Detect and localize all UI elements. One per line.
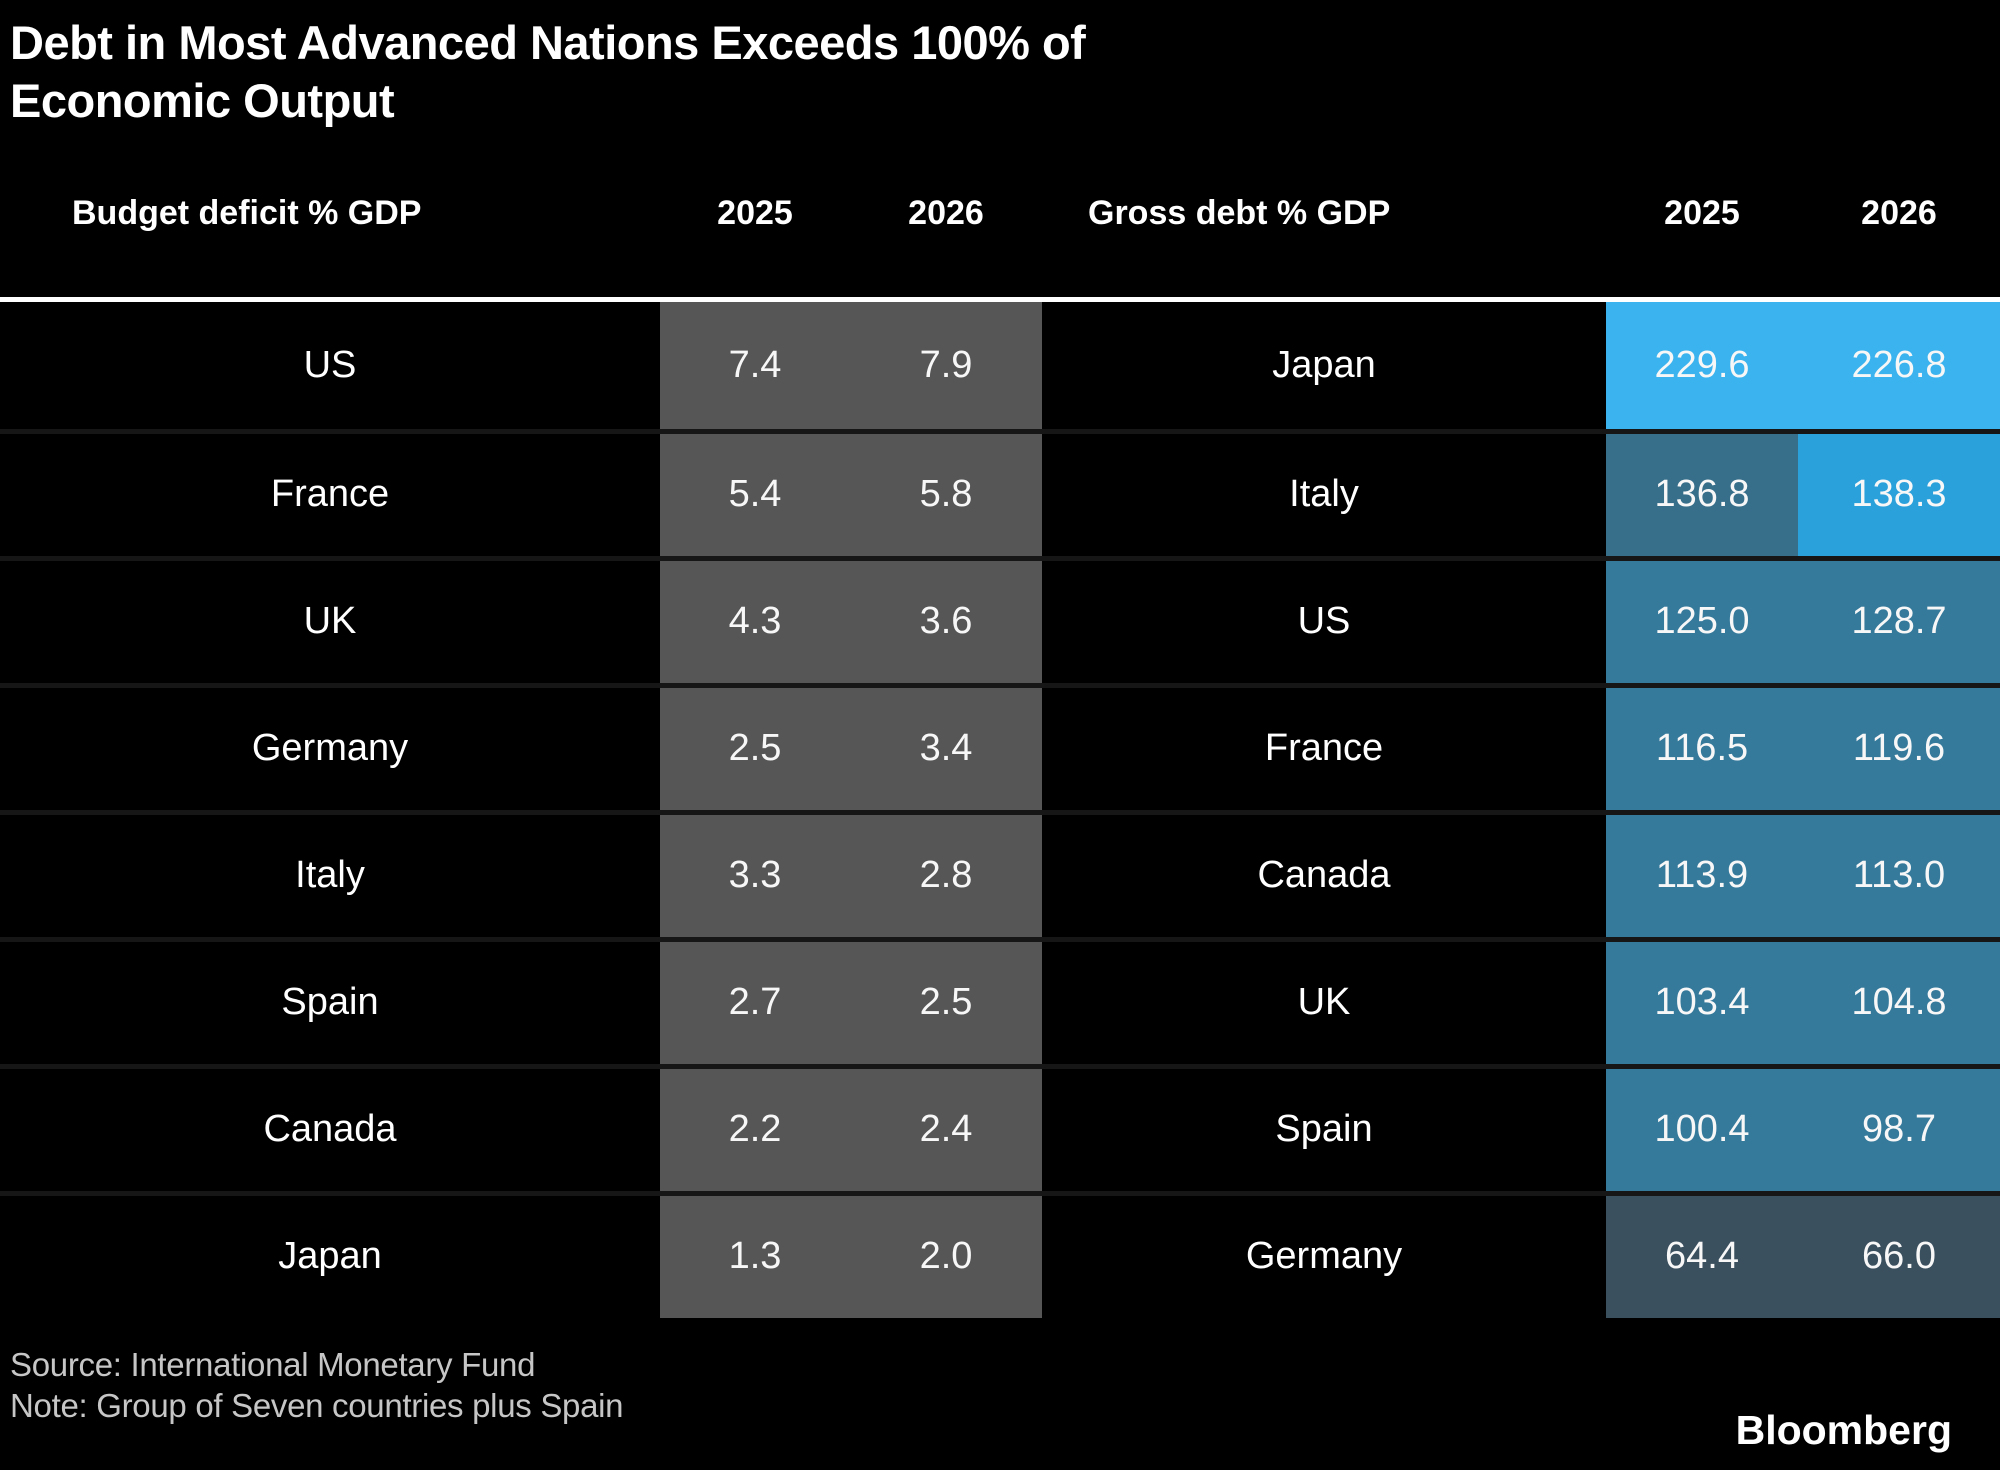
deficit-value-2026: 3.6 [850,560,1042,683]
deficit-country: Germany [0,687,660,810]
deficit-value-2025: 5.4 [660,433,850,556]
table-header-row: Budget deficit % GDP 2025 2026 Gross deb… [0,131,2000,297]
debt-col-2026: 2026 [1861,194,1937,233]
debt-country: US [1042,560,1606,683]
debt-country: Spain [1042,1068,1606,1191]
chart-title-line-1: Debt in Most Advanced Nations Exceeds 10… [10,16,1086,69]
deficit-country: France [0,433,660,556]
deficit-value-2026: 2.0 [850,1195,1042,1318]
deficit-value-2026: 2.8 [850,814,1042,937]
table-row: Japan 1.3 2.0 Germany 64.4 66.0 [0,1190,2000,1318]
debt-value-2026: 128.7 [1798,560,2000,683]
debt-value-2025: 103.4 [1606,941,1798,1064]
deficit-value-2025: 1.3 [660,1195,850,1318]
debt-value-2025: 229.6 [1606,301,1798,429]
bloomberg-logo: Bloomberg [1735,1407,1952,1453]
debt-value-2026: 119.6 [1798,687,2000,810]
debt-country: Germany [1042,1195,1606,1318]
debt-country: France [1042,687,1606,810]
deficit-value-2026: 2.4 [850,1068,1042,1191]
debt-value-2025: 136.8 [1606,433,1798,556]
deficit-country: Italy [0,814,660,937]
debt-value-2025: 125.0 [1606,560,1798,683]
deficit-col-2026: 2026 [908,194,984,233]
debt-value-2026: 104.8 [1798,941,2000,1064]
deficit-value-2026: 5.8 [850,433,1042,556]
deficit-value-2026: 3.4 [850,687,1042,810]
table-row: Canada 2.2 2.4 Spain 100.4 98.7 [0,1063,2000,1191]
debt-value-2026: 66.0 [1798,1195,2000,1318]
chart-title-line-2: Economic Output [10,74,395,128]
deficit-country: US [0,301,660,429]
methodology-note: Note: Group of Seven countries plus Spai… [10,1387,624,1425]
table-row: UK 4.3 3.6 US 125.0 128.7 [0,555,2000,683]
table-row: Italy 3.3 2.8 Canada 113.9 113.0 [0,809,2000,937]
deficit-value-2025: 2.2 [660,1068,850,1191]
deficit-col-2025: 2025 [717,194,793,233]
footer: Source: International Monetary Fund Note… [0,1344,2000,1428]
deficit-value-2026: 2.5 [850,941,1042,1064]
header-divider-rule [0,296,2000,302]
deficit-value-2025: 3.3 [660,814,850,937]
chart-title: Debt in Most Advanced Nations Exceeds 10… [0,0,2000,131]
debt-value-2026: 98.7 [1798,1068,2000,1191]
debt-col-2025: 2025 [1664,194,1740,233]
debt-table-title: Gross debt % GDP [1088,194,1391,233]
debt-value-2026: 226.8 [1798,301,2000,429]
deficit-value-2026: 7.9 [850,301,1042,429]
debt-country: Italy [1042,433,1606,556]
source-note: Source: International Monetary Fund [10,1345,536,1383]
debt-country: Canada [1042,814,1606,937]
debt-value-2025: 113.9 [1606,814,1798,937]
debt-country: UK [1042,941,1606,1064]
table-row: Germany 2.5 3.4 France 116.5 119.6 [0,682,2000,810]
deficit-table-title: Budget deficit % GDP [72,194,422,233]
table-row: Spain 2.7 2.5 UK 103.4 104.8 [0,936,2000,1064]
table-row: US 7.4 7.9 Japan 229.6 226.8 [0,301,2000,429]
deficit-country: Spain [0,941,660,1064]
debt-value-2025: 100.4 [1606,1068,1798,1191]
deficit-country: Japan [0,1195,660,1318]
deficit-value-2025: 4.3 [660,560,850,683]
debt-value-2025: 116.5 [1606,687,1798,810]
debt-value-2025: 64.4 [1606,1195,1798,1318]
data-table: US 7.4 7.9 Japan 229.6 226.8 France 5.4 … [0,301,2000,1318]
deficit-value-2025: 7.4 [660,301,850,429]
debt-value-2026: 138.3 [1798,433,2000,556]
deficit-country: UK [0,560,660,683]
debt-country: Japan [1042,301,1606,429]
deficit-country: Canada [0,1068,660,1191]
deficit-value-2025: 2.7 [660,941,850,1064]
table-row: France 5.4 5.8 Italy 136.8 138.3 [0,428,2000,556]
debt-value-2026: 113.0 [1798,814,2000,937]
deficit-value-2025: 2.5 [660,687,850,810]
